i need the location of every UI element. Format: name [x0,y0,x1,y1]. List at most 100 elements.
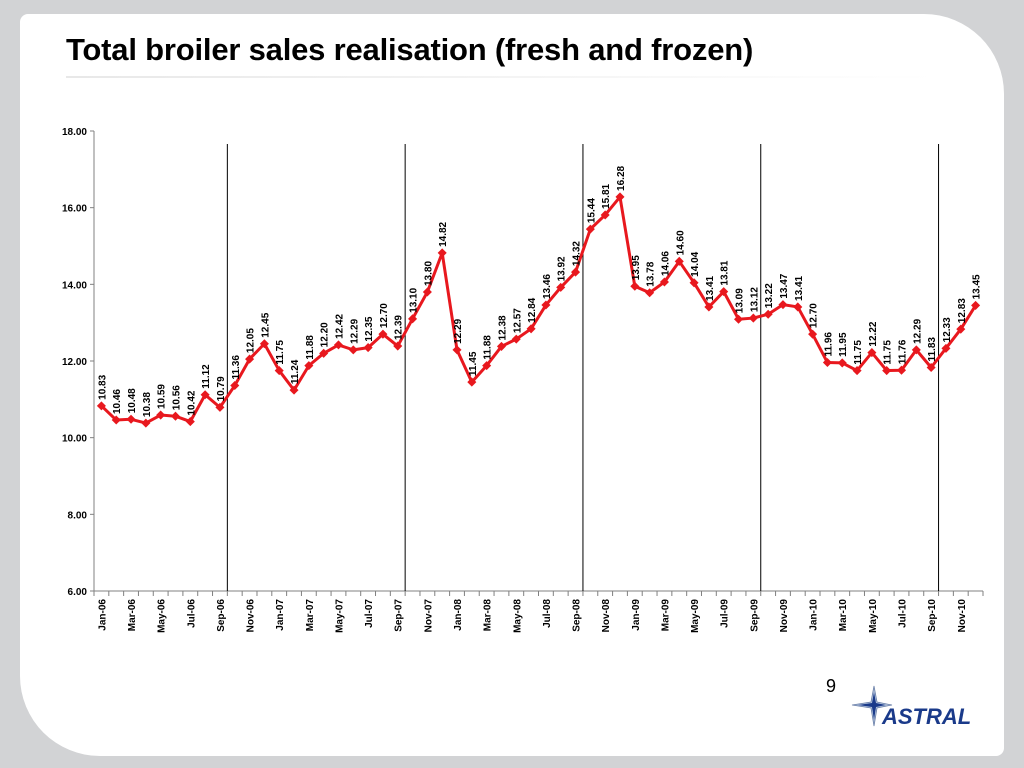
data-point [511,334,521,344]
data-point [748,313,758,323]
data-point [689,278,699,288]
x-tick-label: Sep-07 [394,599,405,632]
y-tick-label: 10.00 [62,434,87,445]
slide-title: Total broiler sales realisation (fresh a… [66,32,754,67]
x-tick-label: Sep-10 [927,599,938,632]
data-label: 14.04 [690,251,701,276]
data-label: 12.39 [394,315,405,340]
data-point [971,300,981,310]
data-point [630,281,640,291]
data-label: 11.96 [823,332,834,357]
data-label: 13.78 [646,261,657,286]
data-label: 14.06 [660,251,671,276]
data-point [778,300,788,310]
y-tick-label: 8.00 [68,510,88,521]
data-label: 11.75 [853,340,864,365]
y-tick-label: 14.00 [62,280,87,291]
data-label: 13.92 [557,256,568,281]
x-tick-label: Sep-06 [216,599,227,632]
data-label: 12.29 [349,318,360,343]
data-label: 12.05 [246,328,257,353]
x-tick-label: Jan-10 [809,599,820,631]
x-tick-label: Nov-08 [601,599,612,633]
data-label: 13.95 [631,255,642,280]
data-label: 14.32 [572,241,583,266]
x-tick-label: Mar-09 [660,599,671,632]
data-point [215,402,225,412]
data-label: 11.88 [483,335,494,360]
x-tick-label: May-08 [512,599,523,633]
data-point [645,288,655,298]
data-label: 13.12 [749,287,760,312]
data-label: 15.81 [601,183,612,208]
x-tick-label: Jul-10 [898,599,909,628]
data-label: 11.75 [275,340,286,365]
x-tick-label: May-10 [868,599,879,633]
data-label: 13.46 [542,274,553,299]
data-label: 12.70 [809,303,820,328]
x-tick-label: Jul-09 [720,599,731,628]
astral-logo: ASTRAL [851,685,971,728]
x-tick-label: Nov-06 [246,599,257,633]
data-label: 12.20 [320,322,331,347]
data-label: 12.42 [334,313,345,338]
logo-wordmark: ASTRAL [881,704,971,728]
x-tick-label: Jan-09 [631,599,642,631]
data-label: 13.45 [972,274,983,299]
x-tick-label: May-06 [157,599,168,633]
data-point [111,415,121,425]
y-tick-label: 18.00 [62,127,87,138]
data-point [926,362,936,373]
data-label: 10.46 [112,389,123,414]
x-tick-label: Sep-08 [572,599,583,632]
slide-background [20,14,1004,756]
data-point [126,414,136,424]
x-tick-label: Nov-07 [423,599,434,633]
x-tick-label: Mar-10 [838,599,849,632]
x-tick-label: Nov-09 [779,599,790,633]
data-point [541,300,551,310]
data-label: 10.48 [127,388,138,413]
y-tick-label: 6.00 [68,587,88,598]
data-label: 15.44 [586,198,597,223]
data-label: 11.36 [231,355,242,380]
data-label: 16.28 [616,165,627,190]
data-label: 10.83 [97,374,108,399]
data-label: 13.41 [794,275,805,300]
data-label: 12.38 [497,315,508,340]
data-label: 12.70 [379,303,390,328]
data-label: 13.10 [409,287,420,312]
data-label: 13.41 [705,275,716,300]
data-point [156,410,166,420]
data-point [230,381,240,391]
page-number: 9 [825,676,836,696]
series-line [100,195,977,425]
data-label: 12.29 [453,318,464,343]
data-label: 13.81 [720,260,731,285]
data-label: 12.33 [942,317,953,342]
title-divider [66,76,936,78]
data-label: 12.57 [512,308,523,333]
data-label: 12.35 [364,316,375,341]
x-tick-label: May-09 [690,599,701,633]
x-tick-label: Jan-06 [97,599,108,631]
data-label: 12.29 [912,318,923,343]
data-label: 12.45 [260,312,271,337]
data-label: 10.79 [216,376,227,401]
data-point [526,324,536,334]
data-point [719,287,729,297]
data-point [837,358,847,368]
data-point [941,343,951,353]
data-point [808,329,818,339]
x-tick-label: May-07 [334,599,345,633]
x-tick-label: Jan-07 [275,599,286,631]
x-tick-label: Jul-06 [186,599,197,628]
data-label: 10.38 [142,392,153,417]
data-label: 11.95 [838,332,849,357]
data-point [141,418,151,428]
data-label: 11.88 [305,335,316,360]
data-label: 11.83 [927,337,938,362]
data-label: 13.47 [779,273,790,298]
data-point [822,358,832,368]
